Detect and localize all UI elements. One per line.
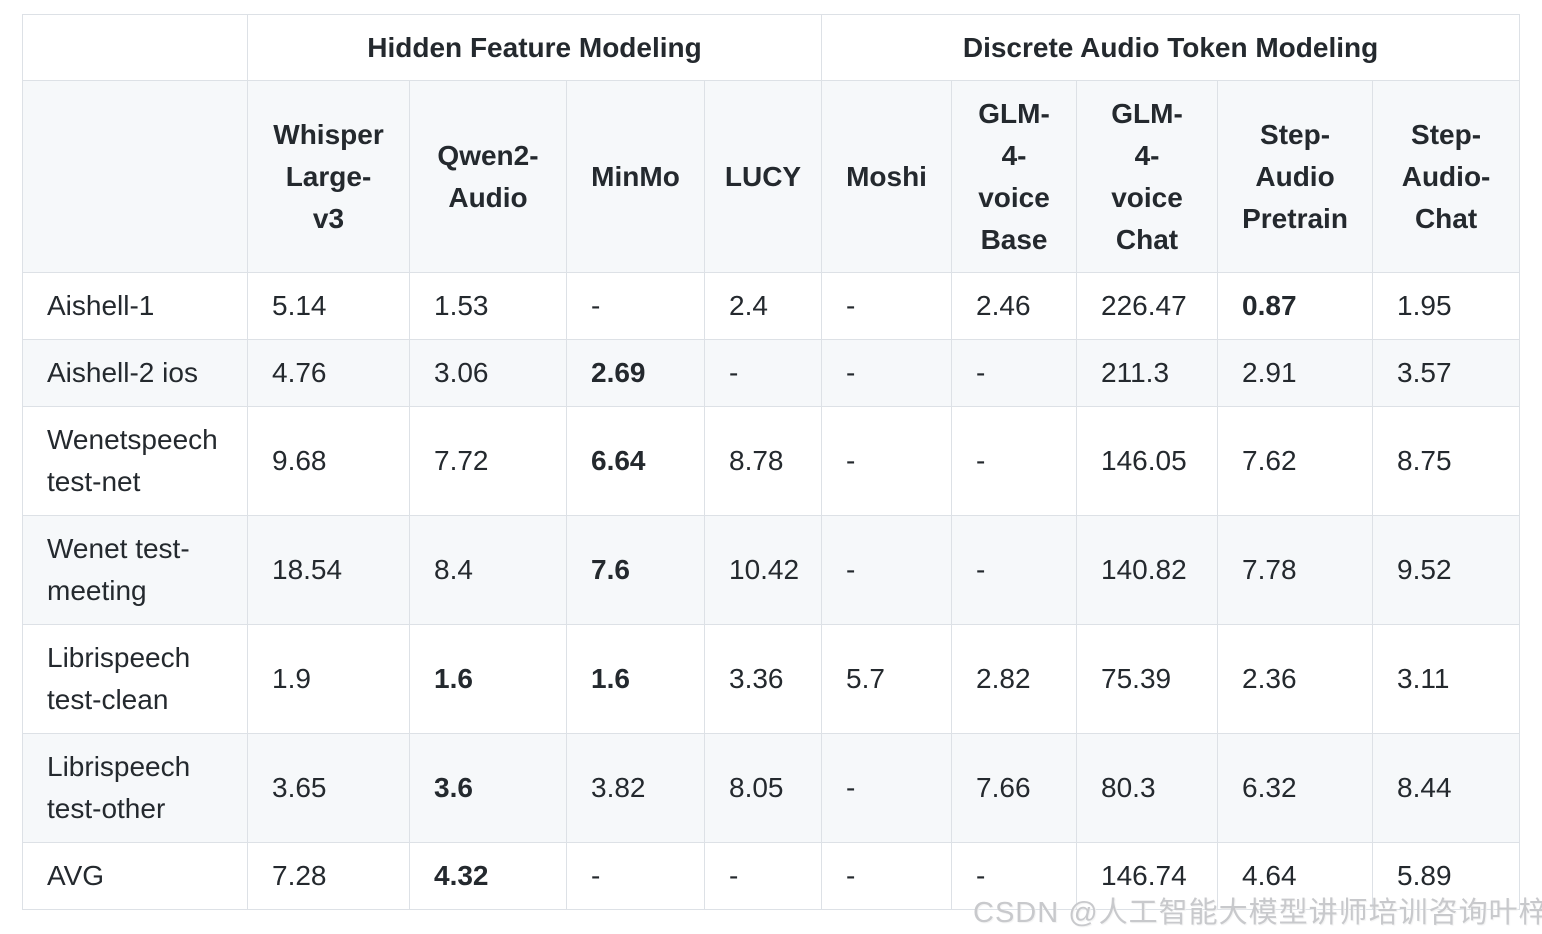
value-cell: 226.47 (1076, 272, 1219, 340)
value-cell: - (951, 842, 1078, 910)
column-header-glm-4-voice-base: GLM- 4- voice Base (951, 80, 1078, 273)
value-cell: 8.75 (1372, 406, 1521, 516)
value-cell: 1.95 (1372, 272, 1521, 340)
column-header-lucy: LUCY (703, 80, 823, 273)
value-cell: 3.65 (247, 733, 410, 843)
value-cell: 8.05 (703, 733, 823, 843)
benchmark-table: Hidden Feature Modeling Discrete Audio T… (22, 14, 1521, 910)
value-cell: 8.44 (1372, 733, 1521, 843)
value-cell: 146.05 (1076, 406, 1219, 516)
value-cell: - (951, 515, 1078, 625)
csdn-watermark-text: CSDN @人工智能大模型讲师培训咨询叶梓 (973, 897, 1542, 929)
row-label: AVG (22, 842, 248, 910)
value-cell: - (703, 842, 823, 910)
value-cell: 4.64 (1217, 842, 1374, 910)
value-cell: 4.76 (247, 339, 410, 407)
value-cell: 2.36 (1217, 624, 1374, 734)
value-cell: 1.6 (409, 624, 567, 734)
value-cell: - (821, 406, 953, 516)
table-body: Aishell-1 5.14 1.53-2.4-2.46 226.47 0.87 1.95… (22, 272, 1521, 910)
value-cell: - (821, 272, 953, 340)
value-cell: 5.14 (247, 272, 410, 340)
value-cell: 211.3 (1076, 339, 1219, 407)
value-cell: 7.6 (566, 515, 705, 625)
value-cell: 2.91 (1217, 339, 1374, 407)
value-cell: 10.42 (703, 515, 823, 625)
value-cell: 75.39 (1076, 624, 1219, 734)
table-row: Librispeech test-other 3.65 3.6 3.82 8.05-7.… (22, 733, 1521, 843)
value-cell: 1.9 (247, 624, 410, 734)
value-cell: 3.6 (409, 733, 567, 843)
column-header-minmo: MinMo (566, 80, 705, 273)
value-cell: 5.7 (821, 624, 953, 734)
value-cell: 3.06 (409, 339, 567, 407)
row-label: Librispeech test-clean (22, 624, 248, 734)
value-cell: 1.6 (566, 624, 705, 734)
row-label: Librispeech test-other (22, 733, 248, 843)
column-header-step-audio-chat: Step- Audio- Chat (1372, 80, 1521, 273)
row-label: Wenetspeech test-net (22, 406, 248, 516)
value-cell: 80.3 (1076, 733, 1219, 843)
table-row: Aishell-2 ios 4.76 3.06 2.69- - -211.3 2.91 3.5… (22, 339, 1521, 407)
column-header-glm-4-voice-chat: GLM- 4- voice Chat (1076, 80, 1219, 273)
column-group-discrete-audio-token-modeling: Discrete Audio Token Modeling (821, 14, 1521, 81)
value-cell: 2.82 (951, 624, 1078, 734)
value-cell: - (566, 842, 705, 910)
value-cell: 0.87 (1217, 272, 1374, 340)
value-cell: 3.82 (566, 733, 705, 843)
row-label: Aishell-2 ios (22, 339, 248, 407)
column-group-hidden-feature-modeling: Hidden Feature Modeling (246, 14, 823, 81)
value-cell: - (821, 842, 953, 910)
corner-cell-2 (22, 80, 248, 273)
column-group-row: Hidden Feature Modeling Discrete Audio T… (22, 14, 1521, 81)
value-cell: - (566, 272, 705, 340)
value-cell: 6.64 (566, 406, 705, 516)
corner-cell (22, 14, 248, 81)
value-cell: 6.32 (1217, 733, 1374, 843)
table-row: AVG 7.28 4.32- - - -146.74 4.64 5.89 (22, 842, 1521, 910)
table-row: Wenet test- meeting 18.54 8.4 7.6 10.42- -140… (22, 515, 1521, 625)
value-cell: 2.46 (951, 272, 1078, 340)
table-row: Aishell-1 5.14 1.53-2.4-2.46 226.47 0.87 1.95 (22, 272, 1521, 340)
value-cell: 7.62 (1217, 406, 1374, 516)
table-row: Librispeech test-clean 1.9 1.6 1.6 3.36 5.7 2.… (22, 624, 1521, 734)
column-header-moshi: Moshi (821, 80, 953, 273)
value-cell: 3.57 (1372, 339, 1521, 407)
value-cell: - (951, 406, 1078, 516)
value-cell: 1.53 (409, 272, 567, 340)
column-header-whisper-large-v3: Whisper Large- v3 (247, 80, 410, 273)
row-label: Wenet test- meeting (22, 515, 248, 625)
model-header-row: Whisper Large- v3 Qwen2- Audio MinMo LUC… (22, 80, 1521, 273)
value-cell: - (821, 515, 953, 625)
value-cell: 7.66 (951, 733, 1078, 843)
value-cell: 3.36 (703, 624, 823, 734)
value-cell: 4.32 (409, 842, 567, 910)
value-cell: 8.78 (703, 406, 823, 516)
value-cell: 8.4 (409, 515, 567, 625)
value-cell: 140.82 (1076, 515, 1219, 625)
value-cell: - (951, 339, 1078, 407)
value-cell: 7.72 (409, 406, 567, 516)
value-cell: 2.69 (566, 339, 705, 407)
value-cell: 7.78 (1217, 515, 1374, 625)
value-cell: - (821, 733, 953, 843)
value-cell: 18.54 (247, 515, 410, 625)
value-cell: 3.11 (1372, 624, 1521, 734)
value-cell: 5.89 (1372, 842, 1521, 910)
column-header-step-audio-pretrain: Step- Audio Pretrain (1217, 80, 1374, 273)
value-cell: - (703, 339, 823, 407)
table-row: Wenetspeech test-net 9.68 7.72 6.64 8.78- -14… (22, 406, 1521, 516)
value-cell: 9.68 (247, 406, 410, 516)
column-header-qwen2-audio: Qwen2- Audio (409, 80, 567, 273)
value-cell: - (821, 339, 953, 407)
value-cell: 9.52 (1372, 515, 1521, 625)
value-cell: 7.28 (247, 842, 410, 910)
value-cell: 2.4 (703, 272, 823, 340)
value-cell: 146.74 (1076, 842, 1219, 910)
row-label: Aishell-1 (22, 272, 248, 340)
